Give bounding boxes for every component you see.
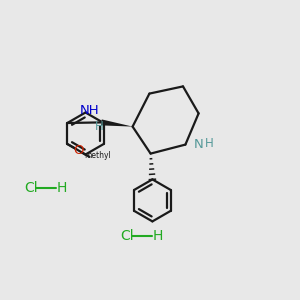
Text: O: O [73, 144, 83, 157]
Text: H: H [94, 120, 103, 134]
Text: Cl: Cl [120, 229, 134, 243]
Text: H: H [57, 181, 67, 195]
Text: NH: NH [80, 104, 99, 117]
Polygon shape [101, 119, 133, 127]
Text: Cl: Cl [24, 181, 38, 195]
Text: N: N [194, 137, 204, 151]
Text: H: H [205, 137, 214, 150]
Text: H: H [153, 229, 163, 243]
Text: methyl: methyl [85, 151, 111, 160]
